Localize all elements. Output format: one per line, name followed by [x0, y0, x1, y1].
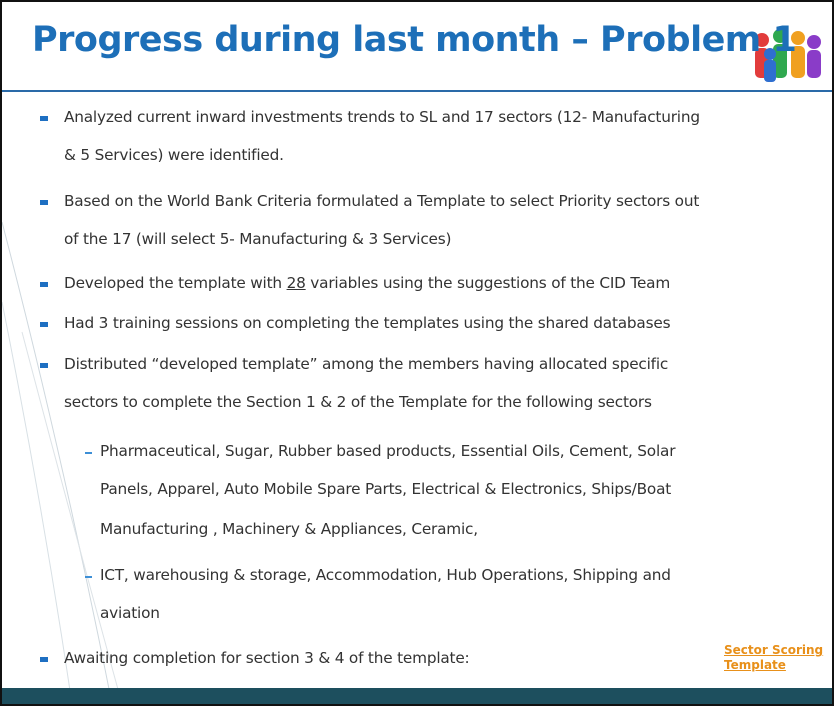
sector-scoring-link[interactable]: Sector Scoring: [724, 643, 823, 657]
bullet-line: sectors to complete the Section 1 & 2 of…: [64, 393, 652, 411]
text-segment: variables using the suggestions of the C…: [306, 274, 670, 292]
bullet-line: ICT, warehousing & storage, Accommodatio…: [100, 566, 671, 584]
bullet-line: Manufacturing , Machinery & Appliances, …: [100, 520, 478, 538]
sector-scoring-link[interactable]: Template: [724, 658, 786, 672]
bullet: [40, 322, 48, 327]
sub-bullet: [85, 576, 92, 578]
bullet-line: Based on the World Bank Criteria formula…: [64, 192, 699, 210]
footer-bar: [2, 688, 832, 704]
bullet: [40, 657, 48, 662]
title-rule: [2, 90, 832, 92]
bullet-line: Awaiting completion for section 3 & 4 of…: [64, 649, 470, 667]
bullet: [40, 200, 48, 205]
bullet: [40, 116, 48, 121]
bullet-line: Had 3 training sessions on completing th…: [64, 314, 670, 332]
slide-title: Progress during last month – Problem 1: [32, 20, 796, 60]
text-segment: 28: [287, 274, 306, 292]
bullet-line: & 5 Services) were identified.: [64, 146, 284, 164]
bullet-line: Panels, Apparel, Auto Mobile Spare Parts…: [100, 480, 671, 498]
sub-bullet: [85, 452, 92, 454]
bullet-line: Distributed “developed template” among t…: [64, 355, 668, 373]
text-segment: Developed the template with: [64, 274, 287, 292]
bullet-line: Developed the template with 28 variables…: [64, 274, 670, 292]
bullet-line: aviation: [100, 604, 160, 622]
bullet-line: of the 17 (will select 5- Manufacturing …: [64, 230, 451, 248]
bullet: [40, 363, 48, 368]
slide: Progress during last month – Problem 1 A…: [0, 0, 834, 706]
bullet-line: Pharmaceutical, Sugar, Rubber based prod…: [100, 442, 675, 460]
bullet: [40, 282, 48, 287]
bullet-line: Analyzed current inward investments tren…: [64, 108, 700, 126]
